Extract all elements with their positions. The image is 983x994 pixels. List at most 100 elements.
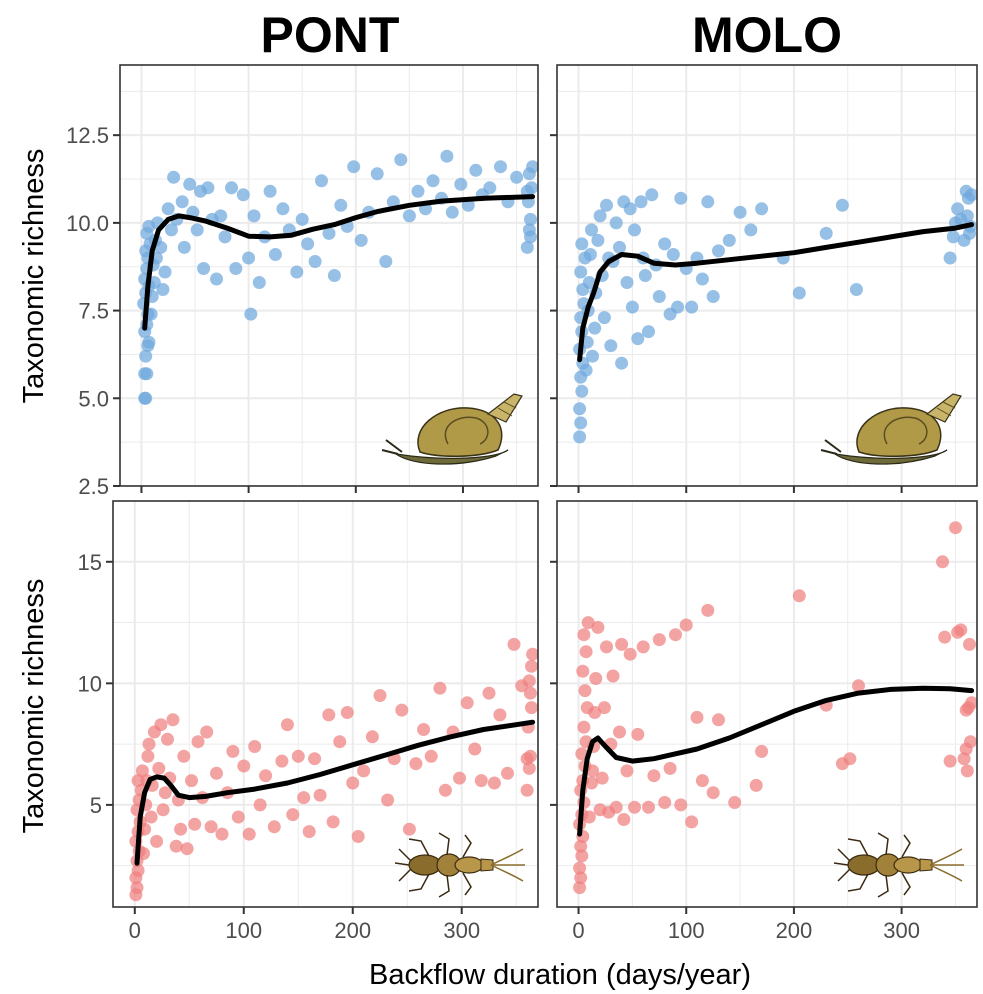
- x-tick-label: 300: [883, 918, 920, 943]
- data-point: [685, 300, 699, 314]
- data-point: [728, 796, 742, 809]
- smooth-line: [134, 719, 536, 866]
- data-point: [438, 783, 452, 797]
- y-tick-label: 2.5: [78, 474, 109, 499]
- data-point: [526, 160, 538, 174]
- data-point: [578, 684, 592, 698]
- data-point: [589, 672, 603, 685]
- data-point: [620, 764, 634, 778]
- data-point: [440, 149, 454, 163]
- data-point: [139, 391, 153, 405]
- data-point: [402, 822, 416, 836]
- data-point: [593, 209, 607, 223]
- data-point: [242, 827, 256, 841]
- smooth-line: [577, 222, 975, 363]
- data-point: [652, 290, 666, 303]
- data-point: [520, 240, 534, 254]
- data-point: [674, 191, 688, 205]
- data-point: [963, 637, 976, 651]
- column-titles: PONT MOLO: [261, 7, 842, 63]
- data-point: [849, 283, 863, 296]
- data-point: [573, 861, 587, 875]
- data-point: [276, 202, 290, 216]
- panel-border: [556, 64, 978, 487]
- data-point: [526, 647, 538, 661]
- x-tick-label: 0: [129, 918, 141, 943]
- data-point: [291, 749, 305, 763]
- panels: 2.5 5.0 7.5 10.0 12.5 0 100 200 300 5 10 15 0 100 200 3…: [66, 64, 978, 943]
- panel-bottom-right: 0 100 200 300: [550, 500, 978, 943]
- data-point: [275, 754, 289, 768]
- data-point: [161, 732, 174, 746]
- data-point: [156, 803, 170, 817]
- data-point: [373, 689, 387, 702]
- data-point: [424, 749, 438, 763]
- data-point: [334, 198, 348, 212]
- data-point: [247, 209, 261, 223]
- data-point: [579, 645, 593, 659]
- y-axis-label-top: Taxonomic richness: [18, 149, 50, 404]
- data-point: [943, 754, 957, 768]
- data-point: [507, 637, 521, 651]
- data-point: [604, 339, 618, 353]
- data-point: [574, 265, 588, 279]
- x-tick-label: 0: [572, 918, 584, 943]
- data-point: [613, 725, 626, 739]
- data-point: [524, 230, 537, 244]
- data-point: [586, 764, 599, 778]
- data-point: [615, 637, 629, 651]
- data-point: [628, 223, 641, 237]
- data-point: [588, 321, 602, 335]
- data-point: [843, 752, 857, 766]
- data-point: [597, 311, 611, 325]
- data-point: [525, 701, 538, 715]
- data-point: [520, 783, 534, 797]
- data-point: [749, 778, 763, 792]
- x-tick-label: 200: [334, 918, 371, 943]
- data-point: [150, 834, 164, 848]
- data-point: [313, 788, 327, 802]
- data-point: [460, 696, 474, 710]
- data-point: [712, 244, 725, 258]
- x-tick-label: 100: [668, 918, 705, 943]
- data-point: [229, 262, 243, 275]
- data-point: [852, 679, 865, 693]
- data-point: [482, 686, 496, 700]
- panel-border: [119, 64, 539, 487]
- data-point: [351, 830, 365, 843]
- smooth-line: [142, 194, 536, 331]
- panel-border: [556, 500, 978, 908]
- gridlines: [557, 501, 977, 907]
- data-point: [522, 761, 536, 775]
- data-point: [215, 827, 229, 841]
- data-point: [744, 223, 758, 237]
- data-point: [586, 349, 599, 363]
- data-point: [617, 813, 631, 826]
- y-tick-label: 10: [78, 671, 102, 696]
- data-point: [638, 269, 652, 282]
- data-point: [573, 402, 587, 416]
- data-point: [290, 265, 304, 279]
- data-point: [615, 356, 629, 370]
- data-point: [951, 202, 965, 216]
- panel-border: [112, 500, 539, 908]
- data-point: [252, 276, 266, 289]
- data-point: [493, 708, 507, 722]
- data-point: [577, 628, 591, 642]
- y-tick-label: 5.0: [78, 386, 109, 411]
- data-point: [308, 752, 322, 766]
- panel-bottom-left: 0 100 200 300 5 10 15: [78, 500, 539, 943]
- data-point: [524, 212, 537, 226]
- data-point: [263, 184, 277, 198]
- data-point: [574, 871, 588, 885]
- data-point: [722, 233, 736, 247]
- data-point: [244, 307, 258, 321]
- data-point: [308, 255, 322, 268]
- data-point: [267, 820, 281, 834]
- data-point: [188, 817, 202, 831]
- data-point: [191, 735, 205, 749]
- data-point: [253, 798, 267, 812]
- data-point: [204, 820, 218, 834]
- data-point: [585, 223, 598, 237]
- data-point: [158, 265, 172, 279]
